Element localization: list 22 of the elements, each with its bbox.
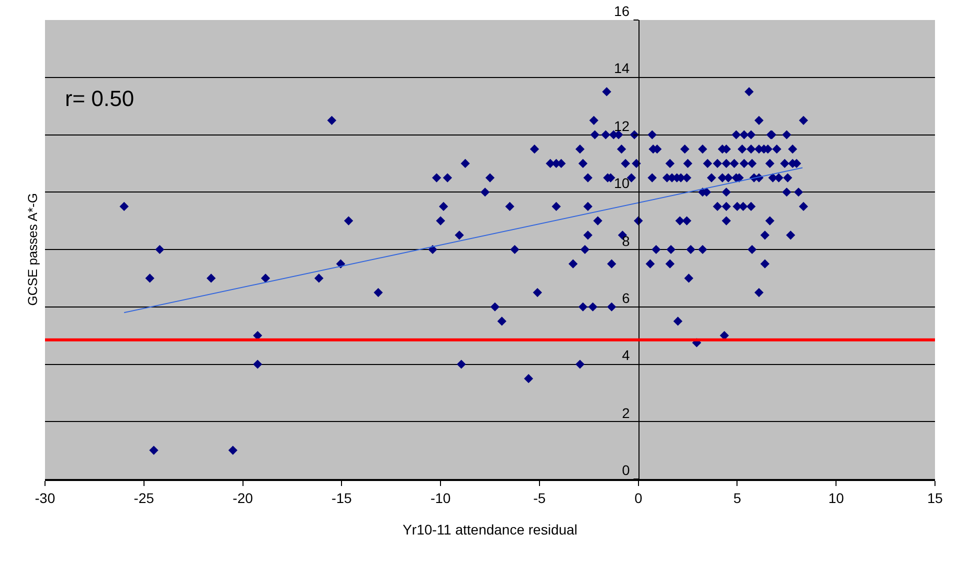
y-tick-label: 4: [622, 347, 630, 363]
x-tick-label: 0: [634, 490, 642, 506]
y-tick-label: 0: [622, 462, 630, 478]
x-tick-label: 5: [733, 490, 742, 506]
x-tick-label: 15: [927, 490, 943, 506]
x-axis-title: Yr10-11 attendance residual: [402, 522, 578, 538]
x-tick-label: -10: [430, 490, 451, 506]
y-tick-label: 6: [622, 290, 630, 306]
annotation: r= 0.50: [65, 86, 134, 111]
x-tick-label: 10: [828, 490, 844, 506]
x-tick-label: -20: [232, 490, 254, 506]
y-tick-label: 12: [614, 118, 630, 134]
y-axis-title: GCSE passes A*-G: [24, 193, 40, 306]
y-tick-label: 8: [622, 233, 630, 249]
x-tick-label: -30: [34, 490, 56, 506]
x-tick-label: -25: [134, 490, 154, 506]
y-tick-label: 10: [614, 175, 630, 191]
x-tick-label: -5: [533, 490, 546, 506]
y-tick-label: 2: [622, 405, 630, 421]
x-tick-label: -15: [332, 490, 352, 506]
y-tick-label: 16: [614, 3, 630, 19]
y-tick-label: 14: [614, 60, 630, 76]
